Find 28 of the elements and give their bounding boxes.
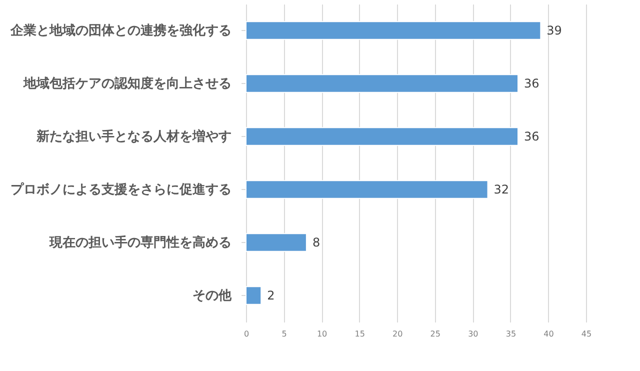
data-label: 2 <box>267 288 275 302</box>
data-label: 32 <box>494 182 510 196</box>
bar <box>246 21 542 40</box>
y-tick-label: 現在の担い手の専門性を高める <box>48 234 232 250</box>
x-tick-label: 40 <box>544 330 554 338</box>
x-tick-label: 10 <box>316 330 328 338</box>
x-tick-label: 5 <box>282 330 287 338</box>
x-tick-label: 25 <box>430 330 440 338</box>
x-tick-label: 20 <box>392 330 403 338</box>
data-label: 8 <box>312 236 320 250</box>
bar <box>246 74 518 93</box>
bar <box>246 180 488 199</box>
y-tick-label: プロボノによる支援をさらに促進する <box>10 182 232 198</box>
y-tick-label: その他 <box>192 288 232 304</box>
data-label: 39 <box>546 24 562 38</box>
y-tick-label: 地域包括ケアの認知度を向上させる <box>22 76 232 92</box>
x-tick-label: 0 <box>244 330 250 338</box>
y-tick-label: 新たな担い手となる人材を増やす <box>36 128 232 144</box>
bar <box>246 127 518 146</box>
bar <box>246 233 307 252</box>
bar <box>246 286 262 305</box>
x-tick-label: 35 <box>506 330 516 338</box>
y-tick-label: 企業と地域の団体との連携を強化する <box>10 22 232 38</box>
x-tick-label: 45 <box>581 330 592 338</box>
data-label: 36 <box>524 130 540 144</box>
x-tick-label: 15 <box>354 330 365 338</box>
data-label: 36 <box>524 76 540 90</box>
x-tick-label: 30 <box>468 330 478 338</box>
